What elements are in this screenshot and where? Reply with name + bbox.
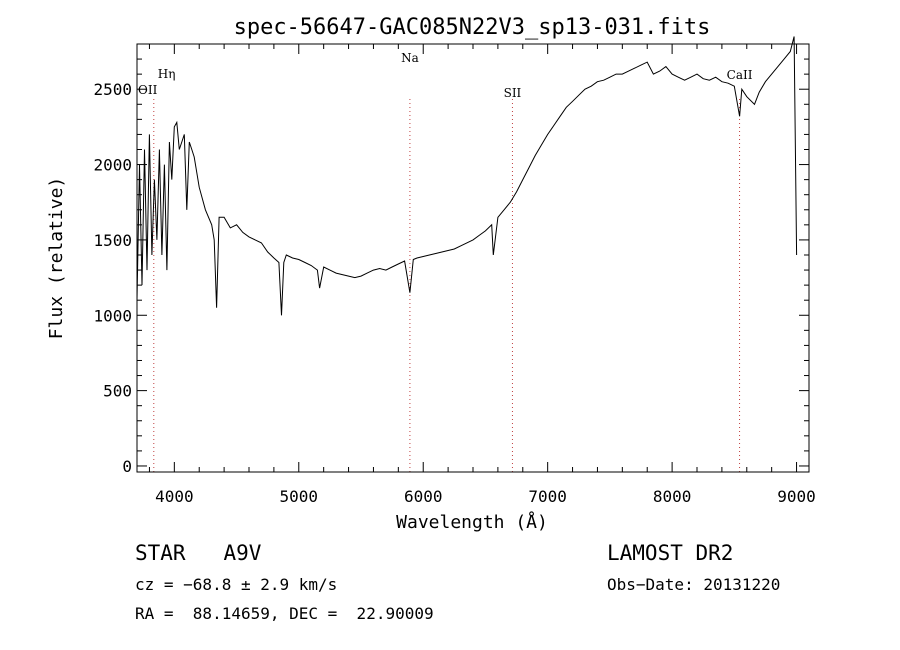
y-tick-label: 2000 xyxy=(93,156,132,175)
chart-title: spec-56647-GAC085N22V3_sp13-031.fits xyxy=(234,15,711,40)
line-marker-label: Hη xyxy=(158,67,176,81)
line-marker-label: SII xyxy=(504,86,522,100)
observation-date: Obs−Date: 20131220 xyxy=(607,575,781,594)
line-marker-label: Na xyxy=(401,51,419,65)
y-tick-label: 1000 xyxy=(93,306,132,325)
y-tick-label: 2500 xyxy=(93,80,132,99)
x-tick-label: 5000 xyxy=(280,487,319,506)
y-tick-label: 0 xyxy=(122,457,132,476)
line-marker-label: OII xyxy=(138,83,158,97)
y-axis-label: Flux (relative) xyxy=(46,177,67,340)
y-tick-label: 500 xyxy=(103,382,132,401)
x-axis-label: Wavelength (Å) xyxy=(396,511,548,533)
x-tick-label: 8000 xyxy=(653,487,692,506)
plot-frame xyxy=(136,43,810,473)
coordinates: RA = 88.14659, DEC = 22.90009 xyxy=(135,604,434,623)
x-tick-label: 6000 xyxy=(404,487,443,506)
x-tick-label: 9000 xyxy=(777,487,816,506)
spectrum-series-line xyxy=(136,36,798,316)
x-tick-label: 4000 xyxy=(155,487,194,506)
survey-name: LAMOST DR2 xyxy=(607,541,734,565)
line-marker-label: CaII xyxy=(727,68,753,82)
object-class: STAR A9V xyxy=(135,541,262,565)
y-tick-label: 1500 xyxy=(93,231,132,250)
redshift-value: cz = −68.8 ± 2.9 km/s xyxy=(135,575,338,594)
axis-ticks: 4000 5000 6000 7000 8000 9000 0 500 1000 1500 2000… xyxy=(93,44,816,506)
x-tick-label: 7000 xyxy=(528,487,567,506)
